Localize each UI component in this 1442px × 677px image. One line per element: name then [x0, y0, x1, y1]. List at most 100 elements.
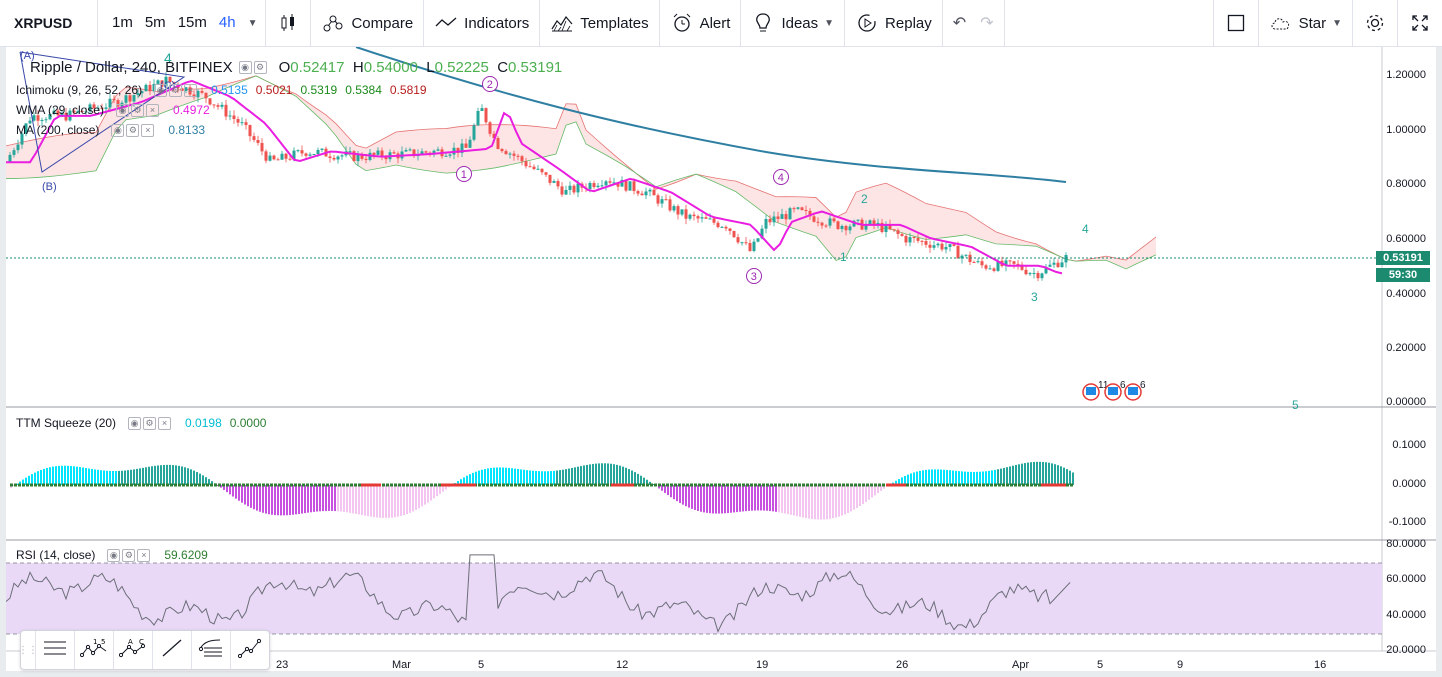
candle-body: [716, 222, 720, 228]
ttm-bar: [271, 485, 273, 515]
main-series-legend: Ripple / Dollar, 240, BITFINEX ◉ ⚙ O0.524…: [16, 59, 562, 76]
ttm-bar: [370, 485, 372, 517]
candle-body: [140, 91, 144, 94]
ttm-legend-buttons[interactable]: ◉ ⚙ ×: [128, 416, 172, 430]
eye-icon[interactable]: ◉: [107, 548, 121, 562]
ttm-bar: [1042, 461, 1044, 485]
ttm-bar: [736, 485, 738, 513]
fullscreen-button[interactable]: [1398, 0, 1442, 47]
ichimoku-legend[interactable]: Ichimoku (9, 26, 52, 26) ◉ ⚙ × 0.5135 0.50…: [16, 83, 427, 97]
layout-button[interactable]: [1212, 0, 1259, 47]
ichimoku-legend-buttons[interactable]: ◉ ⚙ ×: [154, 83, 198, 97]
settings-button[interactable]: [1353, 0, 1398, 47]
alert-button[interactable]: Alert: [660, 0, 742, 47]
candle-body: [680, 209, 684, 215]
candle-body: [876, 222, 880, 225]
ttm-bar: [781, 485, 783, 513]
chart-container[interactable]: (A) (B) (C) 4 1 2 3 4 1 2 3 4 5 11 6 6 Ripple / Dollar,…: [0, 47, 1442, 677]
ttm-legend[interactable]: TTM Squeeze (20) ◉ ⚙ × 0.0198 0.0000: [16, 416, 266, 430]
tool-fib[interactable]: [191, 631, 230, 669]
candle-body: [936, 243, 940, 246]
wma-legend[interactable]: WMA (29, close) ◉ ⚙ × 0.4972: [16, 103, 210, 117]
candle-body: [1028, 273, 1032, 275]
ttm-bar: [322, 485, 324, 512]
ttm-bar: [604, 463, 606, 485]
ttm-bar: [586, 464, 588, 485]
ttm-bar: [589, 464, 591, 485]
settings-icon[interactable]: ⚙: [131, 103, 145, 117]
settings-icon[interactable]: ⚙: [143, 416, 157, 430]
eye-icon[interactable]: ◉: [116, 103, 130, 117]
templates-button[interactable]: Templates: [540, 0, 660, 47]
rsi-legend-buttons[interactable]: ◉ ⚙ ×: [107, 548, 151, 562]
candle-body: [536, 168, 540, 170]
interval-15m[interactable]: 15m: [177, 14, 207, 31]
interval-4h[interactable]: 4h: [218, 14, 236, 31]
candle-body: [628, 181, 632, 191]
ttm-bar: [469, 474, 471, 485]
drag-handle-icon[interactable]: ⋮⋮: [18, 644, 38, 656]
interval-5m[interactable]: 5m: [144, 14, 166, 31]
candle-body: [296, 150, 300, 152]
settings-icon[interactable]: ⚙: [122, 548, 136, 562]
ideas-chevron-down-icon[interactable]: ▼: [824, 17, 835, 29]
indicators-button[interactable]: Indicators: [424, 0, 541, 47]
wma-legend-buttons[interactable]: ◉ ⚙ ×: [116, 103, 160, 117]
candle-body: [904, 235, 908, 243]
close-icon[interactable]: ×: [137, 548, 151, 562]
cloud-save-button[interactable]: Star ▼: [1259, 0, 1353, 47]
undo-icon[interactable]: ↶: [952, 15, 967, 32]
ttm-axis-label: 0.1000: [1392, 439, 1426, 451]
replay-button[interactable]: Replay: [845, 0, 943, 47]
candle-body: [60, 112, 64, 116]
ttm-bar: [955, 470, 957, 485]
ttm-bar: [205, 477, 207, 485]
settings-icon[interactable]: ⚙: [169, 83, 183, 97]
close-icon[interactable]: ×: [141, 123, 155, 137]
tool-lines[interactable]: [35, 631, 74, 669]
candle-body: [868, 220, 872, 225]
settings-icon[interactable]: ⚙: [253, 61, 267, 74]
settings-icon[interactable]: ⚙: [126, 123, 140, 137]
candle-body: [96, 107, 100, 109]
ma-legend[interactable]: MA (200, close) ◉ ⚙ × 0.8133: [16, 123, 205, 137]
interval-chevron-down-icon[interactable]: ▼: [247, 17, 258, 29]
ttm-bar: [484, 468, 486, 485]
close-icon[interactable]: ×: [184, 83, 198, 97]
redo-icon[interactable]: ↷: [980, 15, 994, 32]
eye-icon[interactable]: ◉: [238, 61, 252, 74]
compare-button[interactable]: Compare: [311, 0, 425, 47]
series-legend-buttons[interactable]: ◉ ⚙: [238, 61, 267, 74]
ttm-bar: [460, 479, 462, 485]
ttm-bar: [265, 485, 267, 514]
close-icon[interactable]: ×: [146, 103, 160, 117]
rsi-legend[interactable]: RSI (14, close) ◉ ⚙ × 59.6209: [16, 548, 208, 562]
eye-icon[interactable]: ◉: [128, 416, 142, 430]
eye-icon[interactable]: ◉: [111, 123, 125, 137]
symbol-search[interactable]: XRPUSD: [0, 0, 98, 47]
ttm-bar: [466, 475, 468, 485]
close-icon[interactable]: ×: [158, 416, 172, 430]
chart-style-button[interactable]: [266, 0, 312, 47]
ideas-button[interactable]: Ideas ▼: [741, 0, 846, 47]
top-toolbar: XRPUSD 1m 5m 15m 4h ▼ Compare Indicators…: [0, 0, 1442, 47]
tool-trend-line[interactable]: [152, 631, 191, 669]
candle-body: [620, 179, 624, 187]
candle-body: [364, 158, 368, 160]
interval-1m[interactable]: 1m: [112, 14, 133, 31]
candle-body: [448, 154, 452, 156]
candle-body: [652, 189, 656, 196]
star-chevron-down-icon[interactable]: ▼: [1332, 17, 1342, 29]
ttm-bar: [994, 469, 996, 485]
ttm-bar: [511, 468, 513, 485]
tool-path[interactable]: [230, 631, 269, 669]
ttm-bar: [31, 474, 33, 485]
candle-body: [708, 218, 712, 220]
ma-legend-buttons[interactable]: ◉ ⚙ ×: [111, 123, 155, 137]
eye-icon[interactable]: ◉: [154, 83, 168, 97]
ttm-bar: [106, 470, 108, 485]
ttm-bar: [1072, 472, 1074, 485]
